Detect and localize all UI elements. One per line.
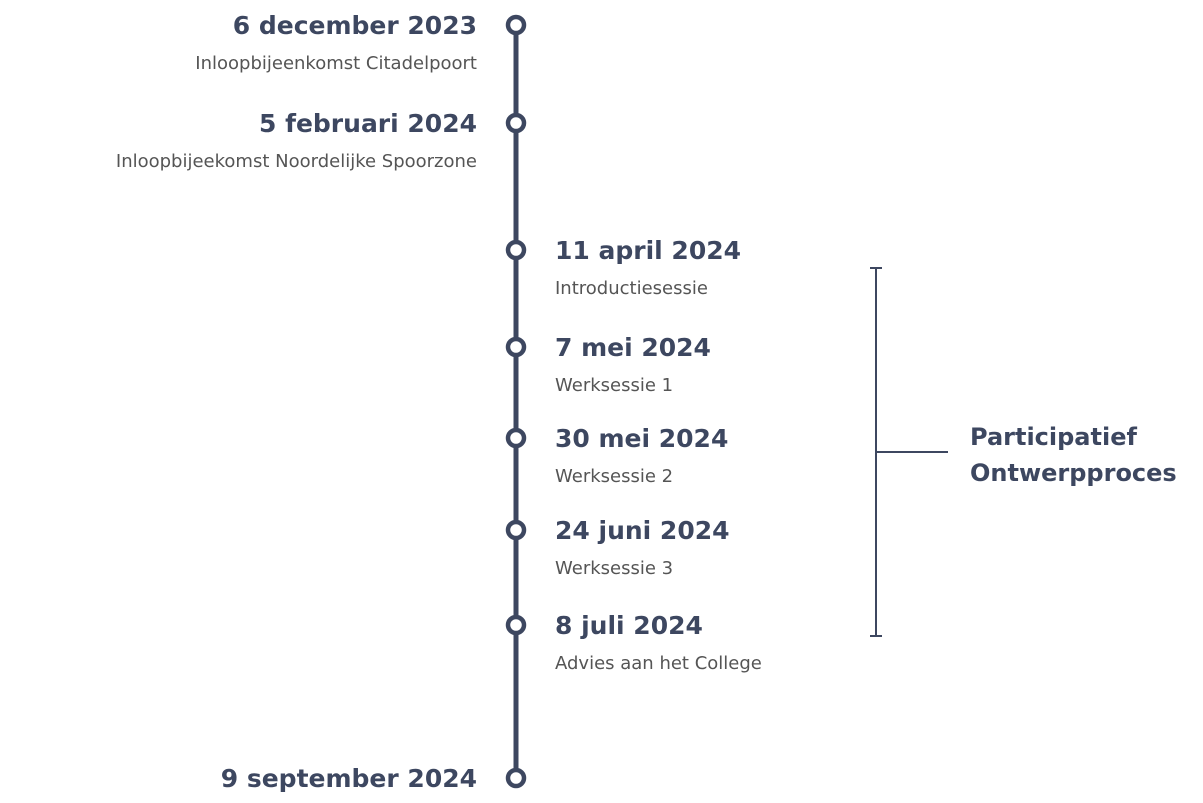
event-date: 8 juli 2024: [555, 611, 703, 640]
event-date: 30 mei 2024: [555, 424, 728, 453]
event-description: Advies aan het College: [555, 653, 762, 674]
timeline-node: [505, 519, 527, 541]
event-description: Werksessie 2: [555, 466, 673, 487]
event-date: 11 april 2024: [555, 236, 741, 265]
bracket-label: Ontwerpproces: [970, 459, 1177, 487]
event-date: 5 februari 2024: [259, 109, 477, 138]
event-description: Werksessie 3: [555, 558, 673, 579]
timeline-node: [505, 427, 527, 449]
bracket-label: Participatief: [970, 423, 1137, 451]
timeline-node: [505, 112, 527, 134]
event-date: 6 december 2023: [233, 11, 477, 40]
event-description: Werksessie 1: [555, 375, 673, 396]
timeline-node: [505, 14, 527, 36]
event-date: 7 mei 2024: [555, 333, 711, 362]
timeline-node: [505, 614, 527, 636]
event-description: Inloopbijeekomst Noordelijke Spoorzone: [116, 151, 477, 172]
timeline-node: [505, 336, 527, 358]
timeline-node: [505, 239, 527, 261]
event-date: 9 september 2024: [221, 764, 477, 793]
event-date: 24 juni 2024: [555, 516, 730, 545]
event-description: Introductiesessie: [555, 278, 708, 299]
event-description: Inloopbijeenkomst Citadelpoort: [195, 53, 477, 74]
timeline-node: [505, 767, 527, 789]
